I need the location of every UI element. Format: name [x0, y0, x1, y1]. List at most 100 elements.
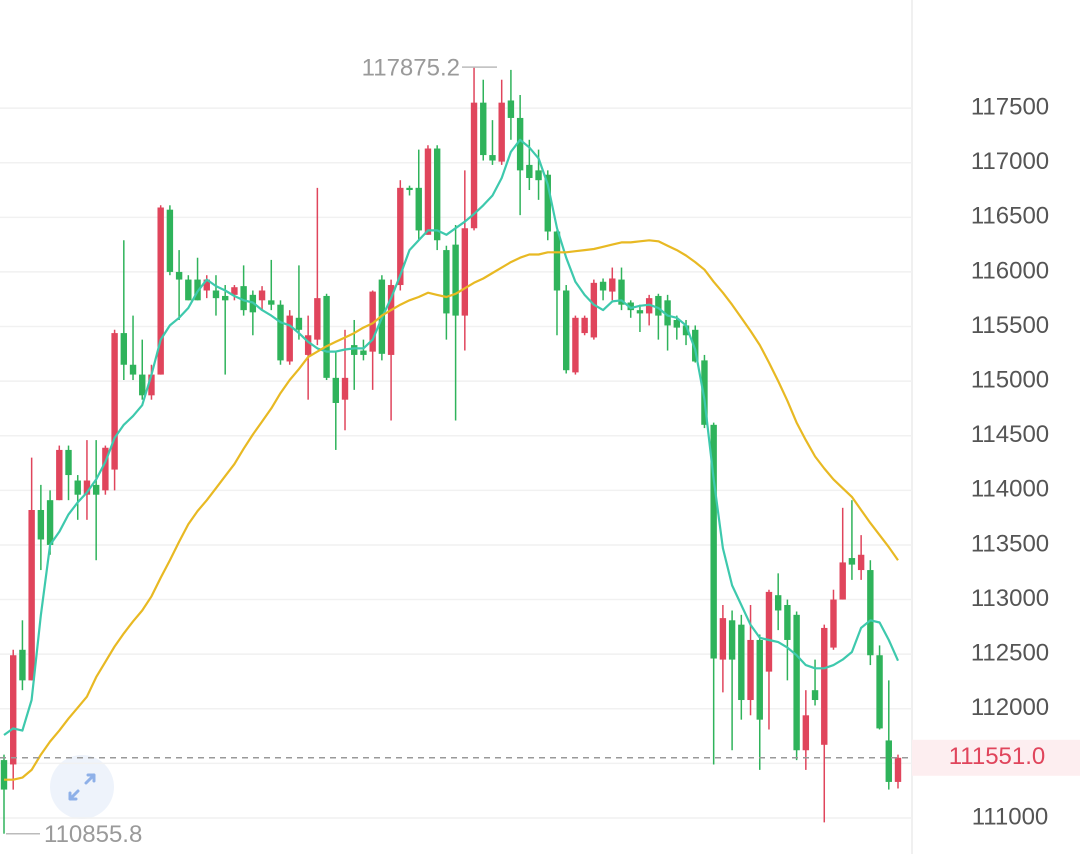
- y-tick-label: 115000: [971, 366, 1049, 393]
- y-tick-label: 113000: [971, 585, 1049, 612]
- candle-body: [682, 325, 690, 336]
- candle-body: [894, 757, 902, 782]
- candle-body: [563, 290, 570, 371]
- candle-body: [65, 449, 72, 476]
- y-tick-label: 112000: [971, 694, 1049, 721]
- candle-body: [885, 740, 892, 782]
- last-price-badge: [912, 739, 1080, 776]
- candle-body: [636, 310, 644, 314]
- candle-body: [572, 317, 579, 373]
- candle-body: [618, 279, 625, 305]
- candle-body: [120, 333, 128, 365]
- candle-body: [627, 302, 634, 311]
- candle-body: [139, 374, 146, 396]
- candle-body: [37, 509, 45, 540]
- candle-body: [56, 449, 63, 501]
- expand-icon[interactable]: [68, 773, 96, 801]
- candle-body: [811, 690, 819, 701]
- max-annotation: 117875.2: [362, 54, 460, 81]
- candle-body: [489, 155, 496, 161]
- candle-body: [443, 250, 450, 314]
- candle-body: [738, 624, 745, 701]
- candle-body: [802, 715, 810, 751]
- candle-body: [498, 102, 505, 162]
- candle-body: [507, 100, 515, 118]
- candle-body: [212, 290, 220, 299]
- candle-body: [221, 295, 229, 301]
- candle-body: [74, 480, 81, 495]
- candle-body: [848, 558, 856, 565]
- candle-body: [719, 618, 727, 660]
- candle-body: [129, 364, 137, 375]
- candle-body: [756, 639, 763, 720]
- candles: [0, 67, 902, 834]
- y-tick-label: 114500: [971, 421, 1049, 448]
- candle-body: [341, 377, 349, 400]
- candle-body: [332, 377, 339, 403]
- candle-body: [728, 620, 736, 660]
- candle-body: [387, 285, 395, 355]
- candle-body: [92, 484, 100, 495]
- candle-body: [692, 329, 699, 362]
- candle-body: [433, 148, 441, 241]
- candle-body: [231, 287, 238, 295]
- candle-body: [0, 760, 8, 790]
- y-tick-label: 113500: [971, 530, 1049, 557]
- candle-body: [701, 360, 708, 425]
- y-tick-label: 114000: [971, 476, 1049, 503]
- candle-body: [295, 317, 303, 330]
- candle-body: [323, 295, 330, 378]
- candle-body: [553, 231, 561, 291]
- y-tick-label: 117000: [971, 148, 1049, 175]
- candle-body: [655, 295, 662, 316]
- candle-body: [397, 187, 404, 286]
- candle-body: [304, 335, 312, 355]
- candle-body: [424, 148, 432, 235]
- candle-body: [774, 595, 782, 611]
- candle-body: [664, 300, 671, 326]
- candle-body: [28, 509, 35, 681]
- y-tick-label: 117500: [971, 93, 1049, 120]
- candle-body: [793, 614, 800, 751]
- candle-body: [599, 281, 607, 291]
- moving-average-line: [4, 239, 899, 781]
- expand-button-bg[interactable]: [50, 755, 114, 819]
- candle-body: [581, 317, 588, 334]
- candle-body: [258, 290, 266, 301]
- moving-average-line: [3, 138, 900, 736]
- candle-body: [406, 187, 413, 191]
- candle-body: [111, 333, 118, 470]
- candle-body: [286, 315, 293, 362]
- candle-body: [784, 605, 791, 640]
- y-tick-label: 111000: [972, 803, 1049, 830]
- candle-body: [480, 102, 487, 156]
- candle-body: [102, 447, 109, 491]
- candle-body: [203, 279, 210, 291]
- candle-body: [535, 170, 542, 181]
- candle-body: [609, 278, 616, 292]
- candle-body: [185, 279, 192, 301]
- y-tick-label: 112500: [971, 639, 1049, 666]
- candle-body: [544, 174, 551, 232]
- candle-body: [46, 500, 54, 545]
- candle-body: [240, 286, 247, 311]
- expand-button[interactable]: [50, 755, 114, 819]
- candle-body: [710, 424, 717, 659]
- candle-body: [83, 480, 91, 495]
- candle-body: [351, 345, 358, 355]
- min-annotation: 110855.8: [44, 821, 142, 848]
- candle-body: [747, 639, 754, 701]
- candle-body: [175, 271, 183, 280]
- candle-body: [268, 300, 275, 305]
- candle-body: [314, 298, 321, 340]
- candle-body: [10, 655, 17, 765]
- candle-body: [148, 374, 155, 396]
- last-price-label: 111551.0: [949, 743, 1046, 770]
- candle-body: [19, 649, 26, 681]
- candle-body: [415, 187, 422, 231]
- candle-body: [516, 117, 524, 171]
- candle-body: [821, 627, 828, 745]
